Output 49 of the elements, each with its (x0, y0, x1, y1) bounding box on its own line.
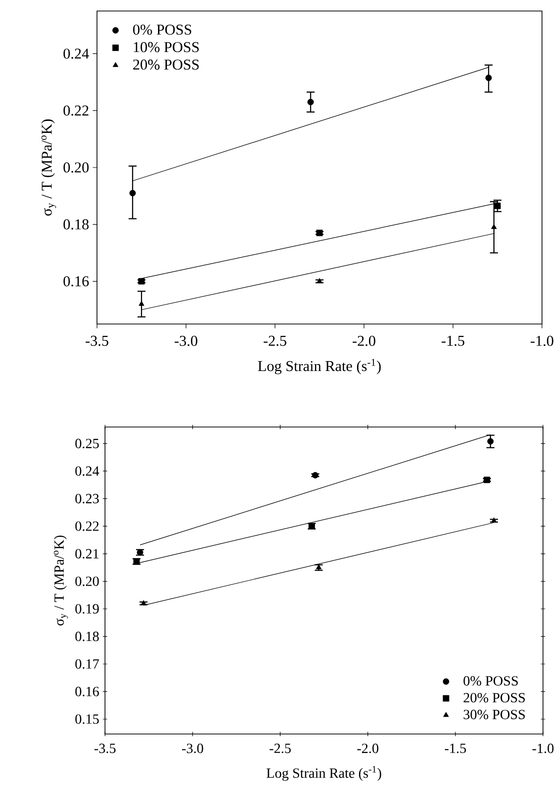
x-tick-label: -2.5 (264, 336, 286, 346)
x-tick-label: -2.0 (357, 744, 378, 754)
point (129, 190, 136, 196)
legend-label: 0% POSS (133, 24, 192, 35)
y-tick-label: 0.17 (75, 659, 99, 669)
x-tick-label: -1.5 (442, 336, 464, 346)
x-axis-title: Log Strain Rate (s$^{-1}$) (266, 766, 382, 781)
x-tick-label: -1.5 (444, 744, 466, 754)
point (494, 202, 501, 210)
y-tick-label: 0.22 (75, 521, 99, 531)
y-tick-label: 0.20 (75, 576, 99, 586)
y-tick-label: 0.15 (75, 714, 99, 724)
y-tick-label: 0.24 (75, 466, 100, 476)
y-tick-label: 0.25 (75, 438, 99, 448)
legend-label: 20% POSS (464, 692, 525, 702)
point (491, 517, 497, 522)
legend-label: 0% POSS (464, 676, 518, 686)
legend-label: 30% POSS (464, 710, 525, 720)
y-axis-title: σ$_{y}$ / T (MPa/$^{o}$K) (54, 536, 68, 626)
x-tick-label: -1.0 (530, 336, 554, 346)
y-tick-label: 0.18 (75, 632, 99, 642)
point (307, 98, 314, 106)
legend-label: 10% POSS (134, 42, 199, 52)
point (140, 600, 146, 606)
x-tick-label: -3.0 (174, 336, 198, 346)
y-tick-label: 0.21 (75, 549, 98, 559)
point (491, 224, 497, 229)
point (484, 476, 490, 484)
point (485, 74, 492, 82)
y-tick-label: 0.23 (75, 494, 99, 504)
x-axis-title: Log Strain Rate (s$^{-1}$) (258, 358, 381, 374)
y-tick-label: 0.19 (75, 604, 99, 614)
point (487, 438, 494, 445)
x-tick-label: -3.0 (182, 744, 204, 754)
y-tick-label: 0.16 (75, 686, 99, 696)
legend-label: 20% POSS (133, 60, 199, 70)
y-tick-label: 0.20 (64, 162, 89, 173)
x-tick-label: -2.0 (352, 336, 376, 346)
point (312, 472, 318, 478)
x-tick-label: -2.5 (270, 744, 291, 754)
y-tick-label: 0.18 (64, 219, 89, 230)
x-tick-label: -1.0 (532, 744, 554, 754)
point (138, 278, 145, 285)
x-tick-label: -3.5 (94, 744, 116, 754)
x-tick-label: -3.5 (86, 336, 108, 346)
y-tick-label: 0.24 (64, 48, 89, 59)
y-tick-label: 0.16 (64, 276, 89, 286)
y-tick-label: 0.22 (64, 105, 88, 116)
y-axis-title: σ$_{y}$ / T (MPa/$^{o}$K) (41, 119, 56, 216)
